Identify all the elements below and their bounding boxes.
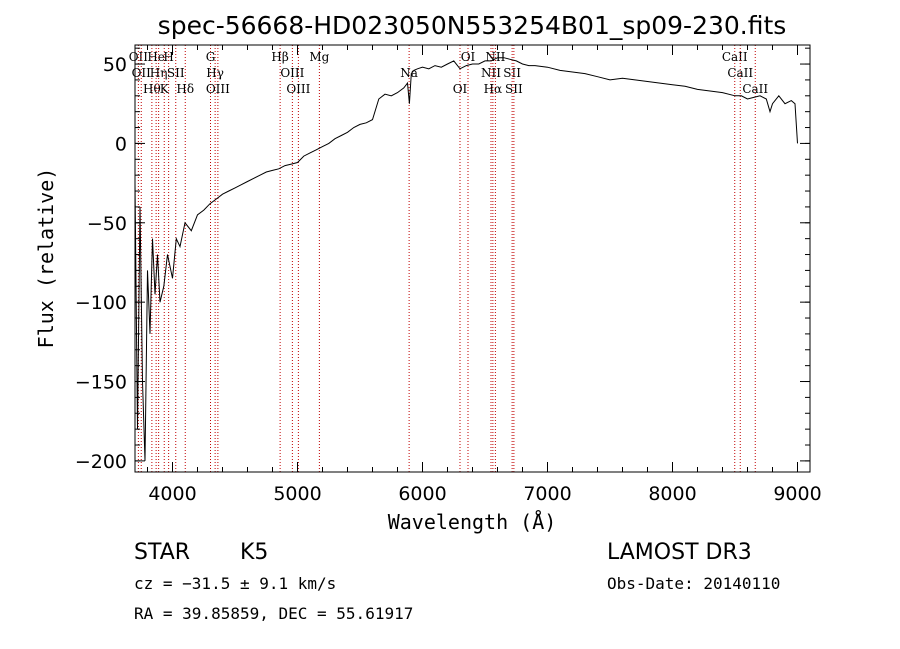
x-tick-label: 9000	[773, 483, 821, 505]
emission-line-label: Hη	[150, 66, 168, 80]
emission-line-label: Na	[400, 66, 418, 80]
x-tick-label: 5000	[273, 483, 321, 505]
series-layer	[134, 57, 798, 461]
emission-line-label: SII	[505, 82, 523, 96]
emission-line-label: OIII	[280, 66, 304, 80]
emission-line-label: OIII	[286, 82, 310, 96]
plot-frame	[134, 44, 811, 473]
y-tick-label: −100	[75, 292, 127, 314]
emission-lines-layer: OII OII Hθ He Hη K H SII Hδ G Hγ OIII Hβ OIII OIII Mg Na…	[129, 45, 768, 472]
emission-line-label: Hα	[484, 82, 503, 96]
x-tick-label: 7000	[523, 483, 571, 505]
x-axis-label: Wavelength (Å)	[388, 510, 557, 534]
ra-dec: RA = 39.85859, DEC = 55.61917	[134, 604, 414, 623]
emission-line-label: NII	[481, 66, 501, 80]
redshift-cz: cz = −31.5 ± 9.1 km/s	[134, 574, 337, 593]
emission-line-label: He	[147, 50, 165, 64]
survey-name: LAMOST DR3	[607, 540, 752, 565]
y-axis-label: Flux (relative)	[34, 168, 58, 349]
y-tick-label: −150	[75, 372, 127, 394]
emission-line-label: OIII	[206, 82, 230, 96]
y-tick-label: 0	[115, 133, 127, 155]
emission-line-label: SII	[167, 66, 185, 80]
y-tick-label: −50	[87, 213, 127, 235]
emission-line-label: Mg	[309, 50, 329, 64]
emission-line-label: Hγ	[206, 66, 224, 80]
axes-layer: 4000 5000 6000 7000 8000 9000 −200 −150 −100 −50 0…	[75, 45, 822, 505]
x-tick-label: 4000	[148, 483, 196, 505]
emission-line-label: OII	[132, 66, 152, 80]
object-class: STAR	[134, 540, 191, 565]
emission-line-label: CaII	[722, 50, 748, 64]
chart-title: spec-56668-HD023050N553254B01_sp09-230.f…	[158, 11, 787, 40]
emission-line-label: OI	[453, 82, 468, 96]
x-tick-label: 8000	[648, 483, 696, 505]
y-tick-label: 50	[103, 54, 127, 76]
x-tick-label: 6000	[398, 483, 446, 505]
emission-line-label: H	[163, 50, 173, 64]
emission-line-label: Hθ	[143, 82, 161, 96]
emission-line-label: CaII	[742, 82, 768, 96]
series-line-flux	[134, 57, 798, 461]
emission-line-label: CaII	[727, 66, 753, 80]
emission-line-label: Hδ	[176, 82, 194, 96]
emission-line-label: OI	[461, 50, 476, 64]
emission-line-label: OII	[129, 50, 149, 64]
object-subclass: K5	[240, 540, 269, 565]
emission-line-label: G	[206, 50, 216, 64]
emission-line-label: NII	[485, 50, 505, 64]
emission-line-label: Hβ	[271, 50, 288, 64]
emission-line-label: SII	[503, 66, 521, 80]
y-tick-label: −200	[75, 451, 127, 473]
observation-date: Obs-Date: 20140110	[607, 574, 781, 593]
emission-line-label: K	[160, 82, 170, 96]
